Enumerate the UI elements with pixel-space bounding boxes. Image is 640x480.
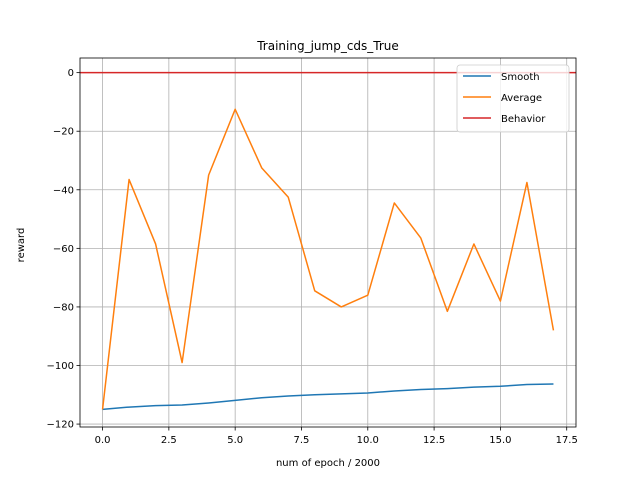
y-tick-label: −60: [53, 244, 74, 255]
series-line-smooth: [102, 383, 554, 411]
chart-title: Training_jump_cds_True: [256, 39, 399, 53]
plot-frame: [79, 57, 577, 428]
series-line-average: [101, 108, 555, 410]
legend-box: [456, 64, 570, 133]
axes: 0.0 2.5 5.0 7.5 10.0 12.5 15.0 17.5 0 −20 −40 −60 −8…: [47, 57, 578, 446]
legend-label-behavior: Behavior: [501, 114, 546, 125]
y-tick-label: −120: [47, 420, 74, 431]
x-axis-label: num of epoch / 2000: [276, 458, 380, 469]
x-tick-label: 7.5: [294, 435, 310, 446]
y-tick-label: −100: [47, 361, 74, 372]
legend: Smooth Average Behavior: [456, 64, 570, 133]
legend-label-average: Average: [501, 93, 542, 104]
y-axis-label: reward: [16, 228, 27, 263]
x-tick-label: 2.5: [161, 435, 177, 446]
y-tick-label: −80: [53, 302, 74, 313]
y-tick-label: 0: [68, 68, 74, 79]
x-tick-label: 15.0: [489, 435, 511, 446]
x-tick-label: 5.0: [227, 435, 243, 446]
x-tick-label: 17.5: [556, 435, 578, 446]
x-tick-label: 12.5: [423, 435, 445, 446]
legend-label-smooth: Smooth: [501, 72, 540, 83]
y-tick-label: −40: [53, 185, 74, 196]
x-tick-label: 10.0: [357, 435, 379, 446]
x-tick-label: 0.0: [95, 435, 111, 446]
y-tick-label: −20: [53, 127, 74, 138]
